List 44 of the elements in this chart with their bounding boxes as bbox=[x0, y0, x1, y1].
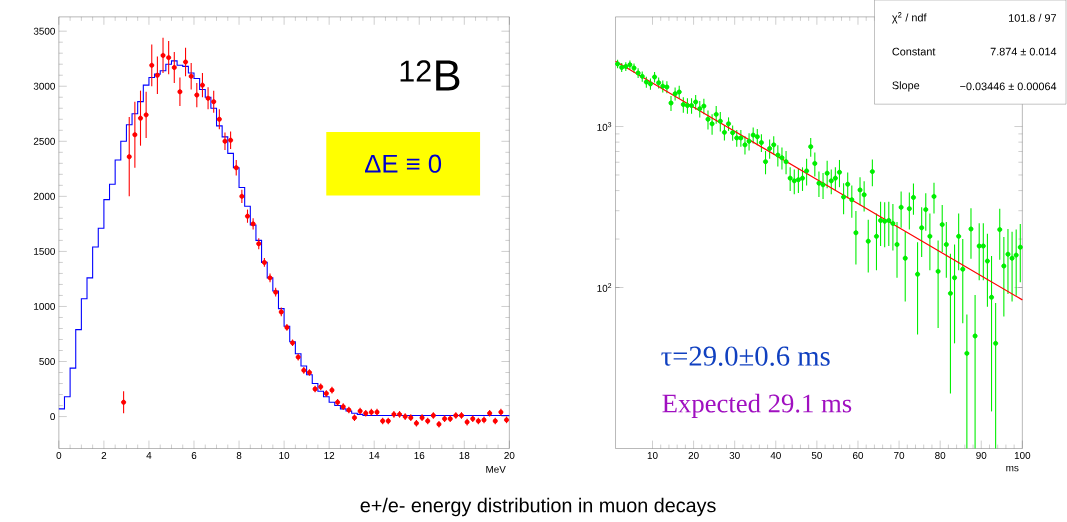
y-tick-label: 10$^{3}$ bbox=[597, 122, 612, 131]
x-tick-label: 90 bbox=[976, 452, 987, 460]
y-tick-label: 0 bbox=[50, 413, 55, 421]
x-tick-label: 2 bbox=[101, 452, 107, 459]
annotation: 101.8 / 97 bbox=[1009, 13, 1057, 22]
annotation: −0.03446 ± 0.00064 bbox=[960, 82, 1057, 91]
x-tick-label: 0 bbox=[56, 452, 62, 460]
annotation: Expected 29.1 ms bbox=[662, 393, 852, 418]
x-tick-label: 4 bbox=[146, 452, 152, 459]
x-tick-label: 70 bbox=[894, 452, 905, 460]
annotation: χ$^{2}$ / ndf bbox=[892, 12, 927, 24]
x-tick-label: 30 bbox=[729, 452, 740, 460]
annotation: Slope bbox=[892, 81, 920, 92]
y-tick-label: 2000 bbox=[33, 192, 55, 200]
annotation: $^{12}$B bbox=[400, 60, 460, 91]
annotation: Constant bbox=[892, 47, 936, 56]
y-tick-label: 3500 bbox=[33, 27, 55, 35]
y-tick-label: 500 bbox=[39, 358, 55, 366]
x-axis-title: MeV bbox=[486, 465, 506, 473]
x-tick-label: 20 bbox=[504, 452, 515, 460]
x-tick-label: 6 bbox=[191, 452, 197, 460]
x-tick-label: 20 bbox=[688, 452, 699, 460]
annotation: τ=29.0±0.6 ms bbox=[661, 346, 830, 366]
x-tick-label: 60 bbox=[852, 452, 864, 460]
x-tick-label: 18 bbox=[459, 452, 470, 460]
annotation: 7.874 ± 0.014 bbox=[990, 47, 1057, 56]
x-tick-label: 16 bbox=[414, 452, 425, 460]
x-tick-label: 12 bbox=[324, 452, 335, 459]
y-tick-label: 3000 bbox=[33, 82, 55, 90]
x-tick-label: 10 bbox=[647, 452, 658, 460]
annotation: ΔE ≡ 0 bbox=[364, 154, 442, 173]
x-tick-label: 50 bbox=[811, 452, 822, 460]
y-tick-label: 1000 bbox=[34, 303, 55, 310]
x-tick-label: 14 bbox=[369, 452, 380, 459]
x-tick-label: 10 bbox=[279, 452, 290, 460]
text: e+/e- energy distribution in muon decays bbox=[360, 497, 716, 517]
x-tick-label: 8 bbox=[236, 452, 242, 460]
x-axis-title: ms bbox=[1006, 465, 1019, 472]
x-tick-label: 100 bbox=[1014, 452, 1031, 460]
y-tick-label: 10$^{2}$ bbox=[597, 283, 612, 292]
y-tick-label: 1500 bbox=[34, 247, 55, 255]
x-tick-label: 40 bbox=[770, 452, 781, 460]
x-tick-label: 80 bbox=[935, 452, 946, 460]
y-tick-label: 2500 bbox=[33, 137, 55, 145]
